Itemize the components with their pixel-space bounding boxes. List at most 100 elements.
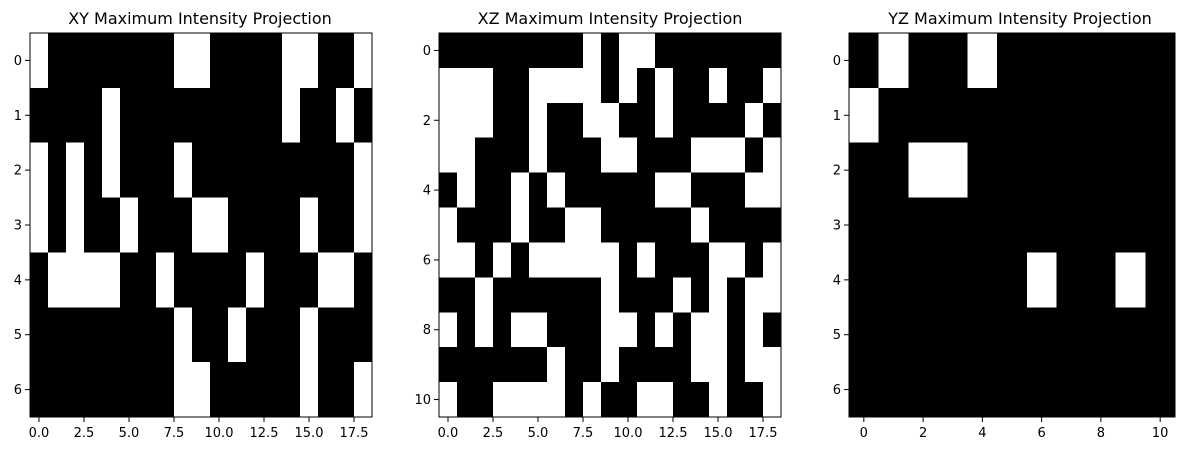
xy-cell-r0-c12 (246, 33, 265, 89)
xz-xtick-label: 15.0 (704, 426, 733, 441)
xz-cell-r7-c12 (655, 277, 674, 313)
xy-cell-r6-c9 (192, 362, 211, 418)
xz-cell-r7-c3 (493, 277, 512, 313)
xz-cell-r2-c9 (601, 102, 620, 139)
yz-cell-r1-c5 (997, 87, 1028, 144)
xz-cell-r7-c9 (601, 277, 620, 313)
xy-cell-r1-c3 (84, 87, 103, 144)
yz-cell-r3-c1 (878, 197, 909, 253)
xy-ytick-label: 4 (14, 273, 22, 288)
xy-cell-r3-c3 (84, 197, 103, 253)
xz-cell-r10-c5 (529, 382, 548, 418)
xy-cell-r3-c1 (48, 197, 67, 253)
xz-cell-r9-c14 (691, 347, 710, 383)
xz-cell-r0-c13 (673, 33, 692, 69)
xz-xtick-label: 17.5 (749, 426, 778, 441)
xz-cell-r6-c17 (745, 242, 764, 278)
xy-cell-r0-c6 (138, 33, 157, 89)
xz-cell-r5-c9 (601, 207, 620, 243)
xy-cell-r2-c6 (138, 142, 157, 198)
xz-cell-r3-c3 (493, 137, 512, 173)
xz-cell-r3-c10 (619, 137, 638, 173)
yz-cell-r1-c1 (878, 87, 909, 144)
xz-cell-r9-c7 (565, 347, 584, 383)
xy-cell-r2-c11 (228, 142, 247, 198)
xz-xtick-label: 0.0 (438, 426, 459, 441)
xz-cell-r5-c7 (565, 207, 584, 243)
xz-cell-r4-c13 (673, 172, 692, 208)
yz-cell-r4-c6 (1026, 252, 1057, 308)
xz-cell-r8-c1 (457, 312, 476, 348)
xz-cell-r5-c0 (439, 207, 458, 243)
xy-cell-r6-c15 (300, 362, 319, 418)
yz-cell-r2-c5 (997, 142, 1028, 198)
xz-cell-r8-c11 (637, 312, 656, 348)
xz-cell-r9-c9 (601, 347, 620, 383)
yz-cell-r6-c3 (937, 362, 968, 418)
xz-cell-r5-c16 (727, 207, 746, 243)
xy-ytick-label: 5 (14, 328, 22, 343)
xy-cell-r4-c13 (264, 252, 283, 308)
xy-cell-r6-c6 (138, 362, 157, 418)
xy-cell-r1-c1 (48, 87, 67, 144)
xz-cell-r9-c0 (439, 347, 458, 383)
xy-cell-r0-c1 (48, 33, 67, 89)
yz-cell-r3-c5 (997, 197, 1028, 253)
xz-cell-r5-c3 (493, 207, 512, 243)
xz-cell-r5-c10 (619, 207, 638, 243)
xz-cell-r5-c14 (691, 207, 710, 243)
yz-cell-r3-c10 (1145, 197, 1176, 253)
xz-cell-r0-c8 (583, 33, 602, 69)
xz-cell-r8-c7 (565, 312, 584, 348)
xz-cell-r4-c5 (529, 172, 548, 208)
xz-cell-r2-c5 (529, 102, 548, 139)
yz-cell-r4-c7 (1056, 252, 1087, 308)
xy-cell-r2-c10 (210, 142, 229, 198)
yz-cell-r6-c9 (1115, 362, 1146, 418)
xz-cell-r4-c14 (691, 172, 710, 208)
xy-cell-r1-c14 (282, 87, 301, 144)
xy-cell-r5-c14 (282, 307, 301, 363)
xy-cell-r1-c15 (300, 87, 319, 144)
xz-cell-r9-c4 (511, 347, 530, 383)
yz-xtick-label: 0 (860, 426, 868, 441)
xz-cell-r9-c5 (529, 347, 548, 383)
xy-cell-r3-c2 (66, 197, 85, 253)
xy-cell-r3-c10 (210, 197, 229, 253)
xy-cell-r3-c11 (228, 197, 247, 253)
yz-projection-panel: YZ Maximum Intensity Projection 0 2 4 6 8 10 0… (833, 9, 1176, 441)
yz-cell-r2-c4 (967, 142, 998, 198)
xz-cell-r0-c4 (511, 33, 530, 69)
xy-cell-r5-c0 (30, 307, 49, 363)
xz-cell-r2-c17 (745, 102, 764, 139)
xz-cell-r10-c12 (655, 382, 674, 418)
xz-cell-r5-c12 (655, 207, 674, 243)
xy-xtick-label: 5.0 (119, 426, 140, 441)
xz-cell-r6-c16 (727, 242, 746, 278)
yz-cell-r4-c4 (967, 252, 998, 308)
yz-cell-r6-c4 (967, 362, 998, 418)
yz-cell-r2-c10 (1145, 142, 1176, 198)
xz-cell-r0-c10 (619, 33, 638, 69)
xy-panel-title: XY Maximum Intensity Projection (68, 9, 332, 28)
yz-cell-r0-c8 (1086, 33, 1117, 89)
xz-cell-r2-c12 (655, 102, 674, 139)
yz-cell-r5-c1 (878, 307, 909, 363)
xz-cell-r10-c0 (439, 382, 458, 418)
yz-cell-r4-c2 (908, 252, 939, 308)
xz-panel-title: XZ Maximum Intensity Projection (478, 9, 743, 28)
xy-cell-r6-c7 (156, 362, 175, 418)
yz-cell-r6-c7 (1056, 362, 1087, 418)
yz-ytick-label: 6 (833, 383, 841, 398)
xy-cell-r2-c5 (120, 142, 139, 198)
xz-cell-r6-c14 (691, 242, 710, 278)
xz-cell-r0-c2 (475, 33, 494, 69)
xy-cell-r5-c3 (84, 307, 103, 363)
xy-projection-panel: XY Maximum Intensity Projection 0.0 2.5 5.… (14, 9, 373, 441)
xz-cell-r5-c2 (475, 207, 494, 243)
xy-cell-r1-c12 (246, 87, 265, 144)
xz-cell-r1-c14 (691, 67, 710, 104)
xz-cell-r1-c7 (565, 67, 584, 104)
xy-cell-r5-c12 (246, 307, 265, 363)
xz-cell-r7-c18 (763, 277, 782, 313)
